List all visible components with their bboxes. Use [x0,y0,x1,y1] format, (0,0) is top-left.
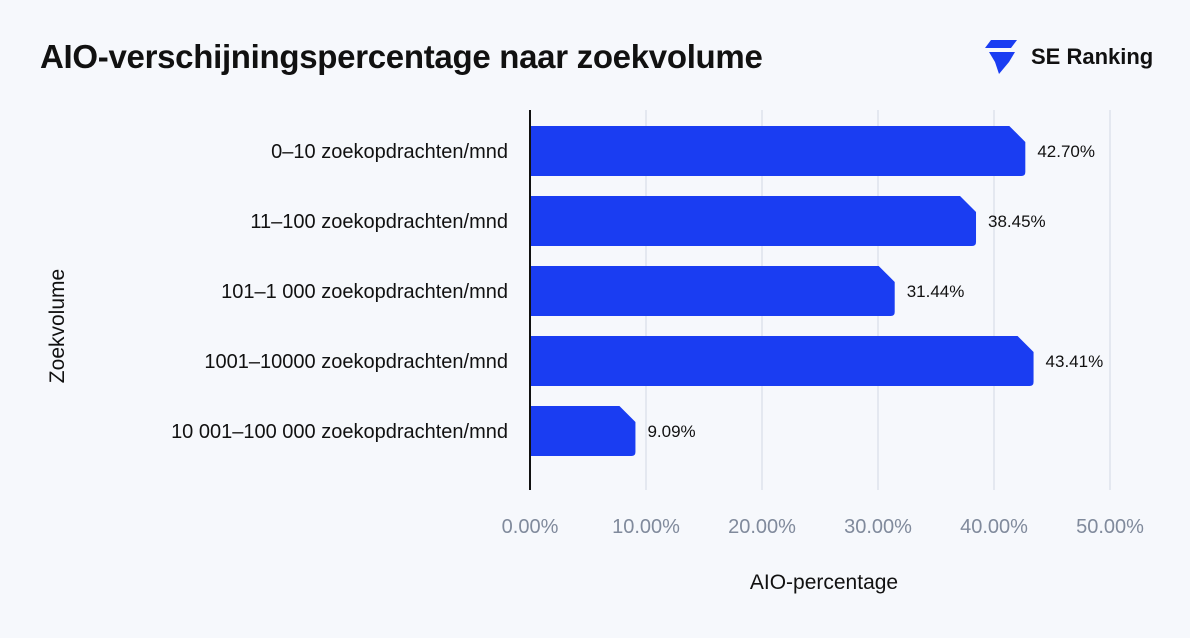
x-axis-label: AIO-percentage [750,571,898,594]
bar-value-label: 43.41% [1046,352,1104,371]
bar-value-label: 38.45% [988,212,1046,231]
bar [530,196,977,246]
x-tick-label: 20.00% [728,516,796,538]
x-tick-label: 50.00% [1076,516,1144,538]
bar-value-label: 31.44% [907,282,965,301]
x-tick-label: 40.00% [960,516,1028,538]
bar [530,406,636,456]
x-tick-label: 10.00% [612,516,680,538]
x-tick-label: 0.00% [502,516,559,538]
brand-logo: SE Ranking [985,38,1153,76]
bar [530,336,1034,386]
brand-name: SE Ranking [1031,44,1154,69]
category-label: 10 001–100 000 zoekopdrachten/mnd [171,421,508,443]
bar-value-label: 9.09% [647,422,695,441]
y-axis-label: Zoekvolume [46,269,69,383]
se-ranking-logo-icon [985,40,1017,74]
category-label: 1001–10000 zoekopdrachten/mnd [204,351,508,373]
x-tick-label: 30.00% [844,516,912,538]
bar-value-label: 42.70% [1037,142,1095,161]
category-label: 101–1 000 zoekopdrachten/mnd [221,281,508,303]
bar [530,266,895,316]
chart-title: AIO-verschijningspercentage naar zoekvol… [40,38,763,75]
category-label: 11–100 zoekopdrachten/mnd [250,211,508,233]
category-label: 0–10 zoekopdrachten/mnd [271,141,508,163]
bar [530,126,1026,176]
